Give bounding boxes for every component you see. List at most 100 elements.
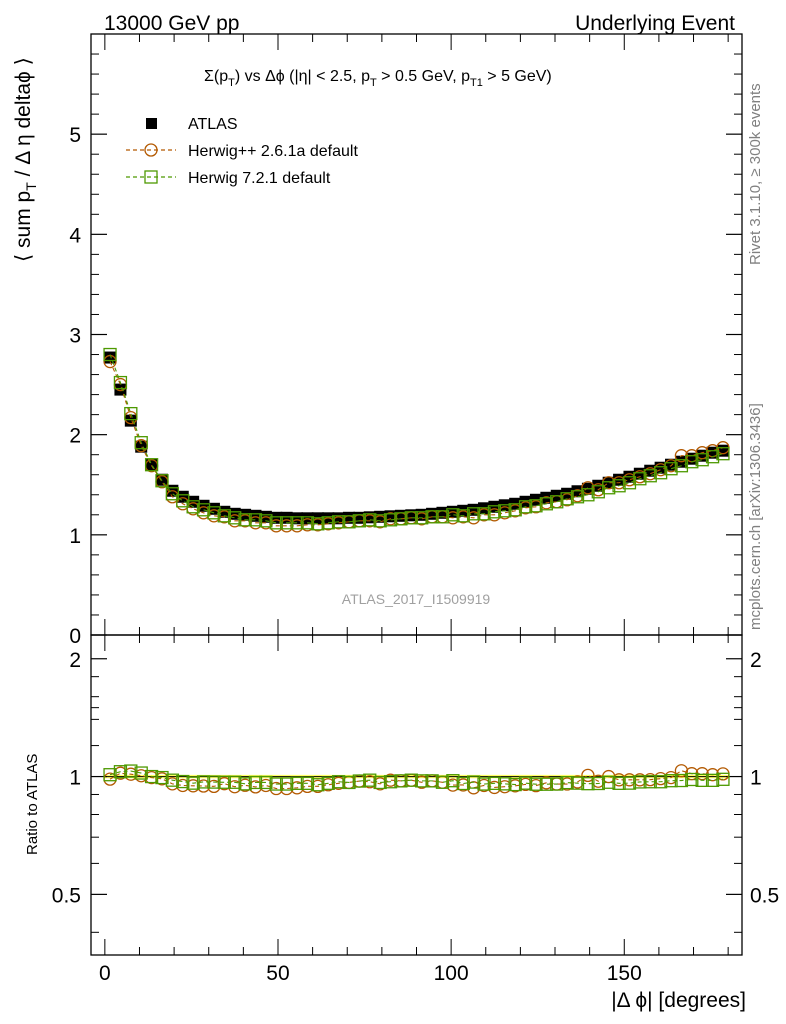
ratio-herwig7-point <box>207 775 221 789</box>
herwig7-point <box>456 509 470 523</box>
legend-atlas-label: ATLAS <box>188 116 238 133</box>
herwig7-point <box>477 507 491 521</box>
legend-herwig7-marker <box>144 170 158 184</box>
main-x-ticks <box>104 34 729 635</box>
herwig7-point <box>134 436 148 450</box>
ylabel-b: / Δ η deltaϕ ⟩ <box>12 57 35 182</box>
ratio-herwig7-point <box>487 776 502 790</box>
title-sub3: T1 <box>470 77 483 89</box>
ratio-herwig7-point <box>186 776 200 790</box>
main-y-tick-label: 5 <box>69 124 81 147</box>
herwig7-point <box>394 512 408 526</box>
ylabel-sub: T <box>23 182 39 191</box>
herwig7-point <box>196 503 211 517</box>
ratio-herwig7-point <box>352 774 367 788</box>
herwig7-point <box>228 511 242 525</box>
legend-atlas-marker <box>146 118 157 129</box>
herwig7-point <box>300 516 315 530</box>
ratio-x-ticks: 0 50 100 150 <box>99 635 729 985</box>
ratio-herwig7-point <box>643 775 657 789</box>
ratio-herwig7-point <box>664 774 678 788</box>
ratio-herwig7-point <box>404 773 418 787</box>
ratio-herwig7-point <box>622 776 637 790</box>
x-tick-label: 0 <box>99 962 111 985</box>
ratio-herwig7-point <box>518 776 533 790</box>
herwig7-point <box>248 513 263 527</box>
herwig7-point <box>560 492 574 506</box>
ratio-herwig7-point <box>311 778 325 792</box>
title-mid: ) vs Δϕ (|η| < 2.5, p <box>235 68 370 85</box>
main-y-tick-label: 2 <box>69 425 81 448</box>
header-right: Underlying Event <box>575 12 735 35</box>
legend-herwig7-label: Herwig 7.2.1 default <box>188 170 331 187</box>
ratio-series <box>103 764 730 796</box>
atlas-data-point <box>644 464 657 477</box>
herwig7-point <box>466 507 481 521</box>
ratio-herwig7-point <box>113 765 128 779</box>
herwig7-point <box>404 511 418 525</box>
herwig7-point <box>602 481 616 495</box>
ratio-herwig7-point <box>498 777 512 791</box>
ratio-herwig7-point <box>228 775 242 789</box>
herwig7-point <box>425 510 439 524</box>
x-tick-label: 100 <box>434 962 469 985</box>
atlas-data-point <box>633 467 646 480</box>
ratio-herwig7-point <box>165 773 180 787</box>
ratio-herwig7-point <box>321 776 335 790</box>
herwig7-point <box>165 487 180 501</box>
header-left: 13000 GeV pp <box>104 12 239 35</box>
herwig7-point <box>124 406 138 421</box>
atlas-data-point <box>602 476 615 489</box>
ratio-herwig7-point <box>529 777 543 791</box>
herwig7-point <box>269 516 283 530</box>
ratio-herwigpp-line <box>109 770 723 790</box>
main-series <box>103 347 730 533</box>
ratio-herwig7-point <box>373 775 387 790</box>
ratio-herwig7-point <box>435 775 450 789</box>
ratio-herwig7-point <box>685 772 699 787</box>
atlas-data-point <box>114 383 127 396</box>
herwig7-point <box>539 497 554 511</box>
herwig7-point <box>716 447 730 461</box>
herwig7-point <box>653 466 668 480</box>
ratio-herwig7-point <box>269 777 283 791</box>
herwigpp-point <box>581 481 595 495</box>
ratio-herwig7-point <box>248 775 263 790</box>
ratio-herwig7-point <box>550 777 564 791</box>
ratio-herwigpp-point <box>581 768 595 783</box>
ratio-herwig7-point <box>331 775 346 789</box>
atlas-data-point <box>436 506 449 519</box>
herwig7-point <box>331 515 346 529</box>
atlas-data-point <box>145 458 158 471</box>
ratio-herwig7-point <box>363 773 377 787</box>
herwig7-point <box>705 450 720 464</box>
herwig7-point <box>238 513 252 527</box>
herwig7-point <box>622 476 637 490</box>
x-axis-label: |Δ ϕ| [degrees] <box>611 989 746 1012</box>
ratio-herwig7-point <box>425 774 439 788</box>
ratio-herwigpp-point <box>674 764 689 778</box>
ratio-herwig7-point <box>394 774 408 788</box>
legend: ATLAS Herwig++ 2.6.1a default Herwig 7.2… <box>126 116 358 187</box>
herwig7-point <box>113 375 128 390</box>
title-sub2: T <box>370 77 377 89</box>
ratio-herwig7-point <box>103 768 117 782</box>
ratio-herwig7-point <box>612 776 626 790</box>
ratio-herwig7-point <box>415 774 429 788</box>
main-y-tick-label: 4 <box>69 224 81 247</box>
herwig7-point <box>487 505 502 519</box>
ratio-herwig7-point <box>124 764 138 778</box>
ratio-y-tick-label-left: 2 <box>69 649 81 672</box>
atlas-data-point <box>488 500 501 513</box>
herwig7-point <box>363 513 377 527</box>
ratio-herwig7-point <box>217 775 231 789</box>
main-y-tick-label: 1 <box>69 525 81 548</box>
herwig7-point <box>612 479 626 493</box>
herwig7-point <box>259 514 273 528</box>
atlas-data-point <box>218 505 231 518</box>
title-mid2: > 0.5 GeV, p <box>377 68 470 85</box>
ratio-herwig7-point <box>176 774 190 789</box>
herwig7-point <box>550 495 564 509</box>
herwig7-point <box>529 499 543 513</box>
ratio-herwig7-point <box>300 776 315 790</box>
